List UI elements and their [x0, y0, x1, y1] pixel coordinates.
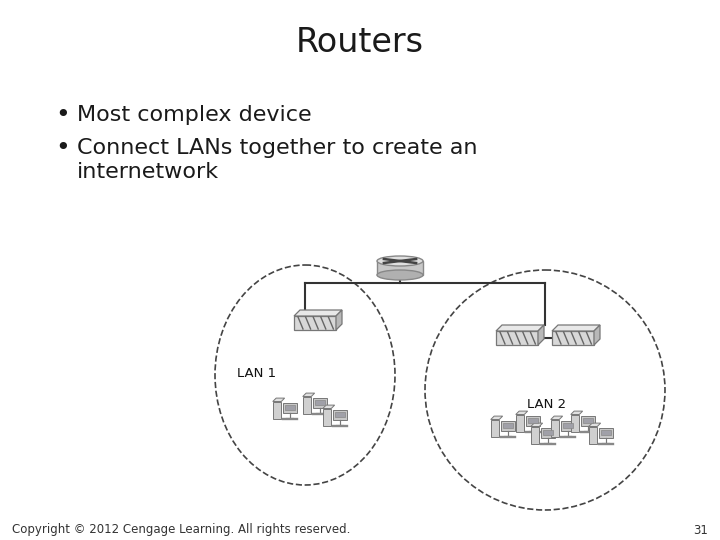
FancyBboxPatch shape	[516, 415, 524, 431]
FancyBboxPatch shape	[496, 331, 538, 345]
Ellipse shape	[377, 270, 423, 280]
Polygon shape	[496, 325, 544, 331]
Ellipse shape	[377, 256, 423, 266]
FancyBboxPatch shape	[552, 331, 594, 345]
Polygon shape	[571, 411, 582, 415]
FancyBboxPatch shape	[273, 402, 282, 418]
Text: Routers: Routers	[296, 25, 424, 58]
FancyBboxPatch shape	[501, 421, 515, 431]
Polygon shape	[273, 398, 284, 402]
FancyBboxPatch shape	[562, 423, 573, 428]
FancyBboxPatch shape	[323, 408, 331, 426]
FancyBboxPatch shape	[581, 416, 595, 427]
FancyBboxPatch shape	[335, 412, 345, 417]
Text: •: •	[55, 136, 70, 160]
Polygon shape	[302, 393, 315, 396]
FancyBboxPatch shape	[526, 416, 539, 427]
FancyBboxPatch shape	[561, 421, 575, 431]
FancyBboxPatch shape	[333, 410, 346, 421]
FancyBboxPatch shape	[528, 418, 538, 423]
Polygon shape	[531, 423, 543, 427]
Polygon shape	[538, 325, 544, 345]
Polygon shape	[323, 405, 335, 408]
FancyBboxPatch shape	[543, 430, 553, 435]
Polygon shape	[589, 423, 600, 427]
FancyBboxPatch shape	[551, 420, 559, 436]
Text: internetwork: internetwork	[77, 162, 219, 182]
FancyBboxPatch shape	[302, 396, 311, 414]
Polygon shape	[551, 416, 562, 420]
Polygon shape	[552, 325, 600, 331]
FancyBboxPatch shape	[531, 427, 539, 443]
Polygon shape	[594, 325, 600, 345]
Polygon shape	[516, 411, 528, 415]
FancyBboxPatch shape	[315, 400, 325, 405]
FancyBboxPatch shape	[541, 428, 554, 438]
FancyBboxPatch shape	[571, 415, 580, 431]
FancyBboxPatch shape	[377, 261, 423, 275]
FancyBboxPatch shape	[294, 316, 336, 330]
FancyBboxPatch shape	[283, 403, 297, 414]
FancyBboxPatch shape	[284, 405, 295, 410]
Text: LAN 1: LAN 1	[237, 367, 276, 380]
FancyBboxPatch shape	[600, 430, 611, 435]
Text: Most complex device: Most complex device	[77, 105, 312, 125]
FancyBboxPatch shape	[313, 398, 327, 408]
FancyBboxPatch shape	[491, 420, 499, 436]
Text: 31: 31	[693, 523, 708, 537]
Polygon shape	[336, 310, 342, 330]
Polygon shape	[294, 310, 342, 316]
FancyBboxPatch shape	[503, 423, 513, 428]
Text: Copyright © 2012 Cengage Learning. All rights reserved.: Copyright © 2012 Cengage Learning. All r…	[12, 523, 351, 537]
FancyBboxPatch shape	[582, 418, 593, 423]
Text: LAN 2: LAN 2	[527, 398, 566, 411]
Text: Connect LANs together to create an: Connect LANs together to create an	[77, 138, 477, 158]
Polygon shape	[491, 416, 503, 420]
FancyBboxPatch shape	[599, 428, 613, 438]
Text: •: •	[55, 103, 70, 127]
FancyBboxPatch shape	[589, 427, 598, 443]
